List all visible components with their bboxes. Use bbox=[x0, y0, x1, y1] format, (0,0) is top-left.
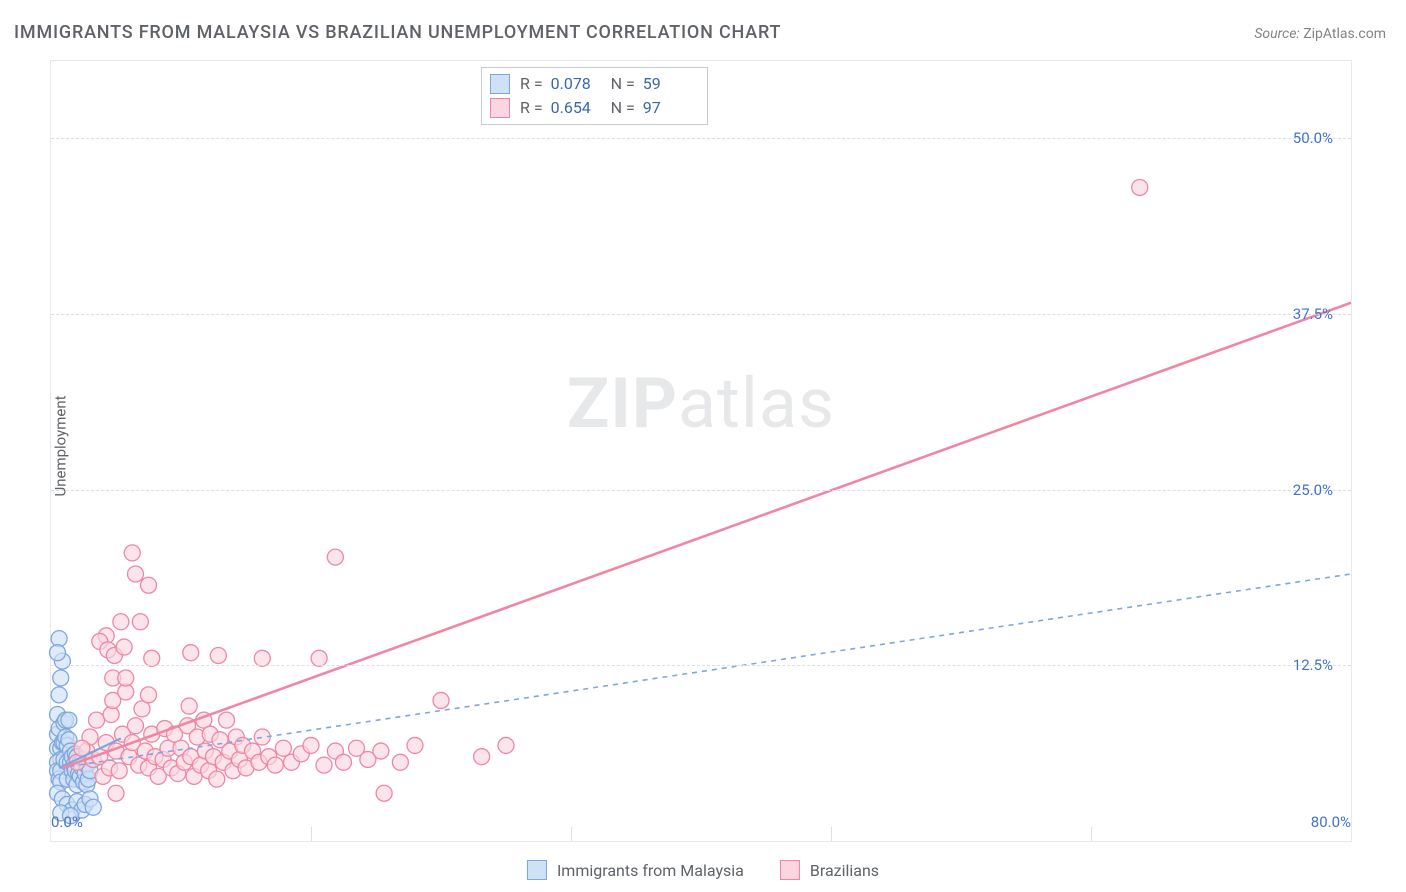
source-value: ZipAtlas.com bbox=[1303, 26, 1386, 42]
data-point bbox=[61, 712, 77, 728]
stats-swatch-1 bbox=[490, 98, 510, 118]
gridline-h bbox=[51, 665, 1351, 666]
stats-n-label-1: N = bbox=[611, 96, 635, 120]
y-tick-label: 25.0% bbox=[1293, 481, 1333, 499]
data-point bbox=[376, 785, 392, 801]
legend-item-1: Brazilians bbox=[780, 860, 879, 880]
plot-svg bbox=[51, 61, 1351, 841]
data-point bbox=[141, 577, 157, 593]
data-point bbox=[267, 757, 283, 773]
data-point bbox=[433, 692, 449, 708]
data-point bbox=[144, 650, 160, 666]
data-point bbox=[209, 771, 225, 787]
stats-r-value-0: 0.078 bbox=[551, 72, 603, 96]
data-point bbox=[50, 645, 66, 661]
data-point bbox=[254, 650, 270, 666]
plot-area: ZIPatlas R = 0.078 N = 59 R = 0.654 N = … bbox=[50, 60, 1352, 842]
data-point bbox=[118, 670, 134, 686]
y-tick-label: 12.5% bbox=[1293, 656, 1333, 674]
data-point bbox=[124, 545, 140, 561]
x-minor-tick bbox=[1091, 827, 1092, 841]
data-point bbox=[128, 718, 144, 734]
data-point bbox=[210, 647, 226, 663]
stats-r-label-1: R = bbox=[520, 96, 543, 120]
stats-n-label-0: N = bbox=[611, 72, 635, 96]
stats-row-0: R = 0.078 N = 59 bbox=[490, 72, 695, 96]
x-tick-label: 80.0% bbox=[1311, 813, 1351, 831]
data-point bbox=[181, 698, 197, 714]
data-point bbox=[275, 740, 291, 756]
data-point bbox=[327, 549, 343, 565]
data-point bbox=[373, 743, 389, 759]
y-tick-label: 37.5% bbox=[1293, 305, 1333, 323]
data-point bbox=[132, 614, 148, 630]
gridline-h bbox=[51, 138, 1351, 139]
data-point bbox=[219, 712, 235, 728]
chart-stage: IMMIGRANTS FROM MALAYSIA VS BRAZILIAN UN… bbox=[0, 0, 1406, 892]
stats-row-1: R = 0.654 N = 97 bbox=[490, 96, 695, 120]
data-point bbox=[111, 763, 127, 779]
source-label: Source: bbox=[1254, 26, 1303, 42]
data-point bbox=[128, 566, 144, 582]
data-point bbox=[116, 639, 132, 655]
data-point bbox=[89, 712, 105, 728]
gridline-h bbox=[51, 314, 1351, 315]
data-point bbox=[311, 650, 327, 666]
legend-label-1: Brazilians bbox=[810, 861, 879, 880]
stats-r-label-0: R = bbox=[520, 72, 543, 96]
data-point bbox=[113, 614, 129, 630]
data-point bbox=[1132, 179, 1148, 195]
legend-item-0: Immigrants from Malaysia bbox=[527, 860, 744, 880]
data-point bbox=[183, 645, 199, 661]
bottom-legend: Immigrants from Malaysia Brazilians bbox=[527, 860, 879, 880]
data-point bbox=[51, 687, 67, 703]
x-tick-label: 0.0% bbox=[51, 813, 83, 831]
legend-swatch-1 bbox=[780, 860, 800, 880]
x-minor-tick bbox=[571, 827, 572, 841]
x-minor-tick bbox=[311, 827, 312, 841]
legend-label-0: Immigrants from Malaysia bbox=[557, 861, 744, 880]
data-point bbox=[141, 687, 157, 703]
data-point bbox=[316, 757, 332, 773]
source-credit: Source: ZipAtlas.com bbox=[1254, 26, 1386, 42]
y-tick-label: 50.0% bbox=[1293, 129, 1333, 147]
trend-line bbox=[59, 574, 1351, 768]
chart-title: IMMIGRANTS FROM MALAYSIA VS BRAZILIAN UN… bbox=[14, 22, 781, 43]
stats-r-value-1: 0.654 bbox=[551, 96, 603, 120]
legend-swatch-0 bbox=[527, 860, 547, 880]
data-point bbox=[53, 670, 69, 686]
data-point bbox=[85, 799, 101, 815]
data-point bbox=[336, 754, 352, 770]
stats-legend: R = 0.078 N = 59 R = 0.654 N = 97 bbox=[481, 67, 708, 125]
gridline-h bbox=[51, 490, 1351, 491]
data-point bbox=[474, 749, 490, 765]
trend-line bbox=[62, 303, 1351, 768]
stats-swatch-0 bbox=[490, 74, 510, 94]
x-minor-tick bbox=[831, 827, 832, 841]
data-point bbox=[407, 737, 423, 753]
data-point bbox=[498, 737, 514, 753]
stats-n-value-1: 97 bbox=[643, 96, 695, 120]
stats-n-value-0: 59 bbox=[643, 72, 695, 96]
data-point bbox=[392, 754, 408, 770]
data-point bbox=[108, 785, 124, 801]
data-point bbox=[303, 737, 319, 753]
